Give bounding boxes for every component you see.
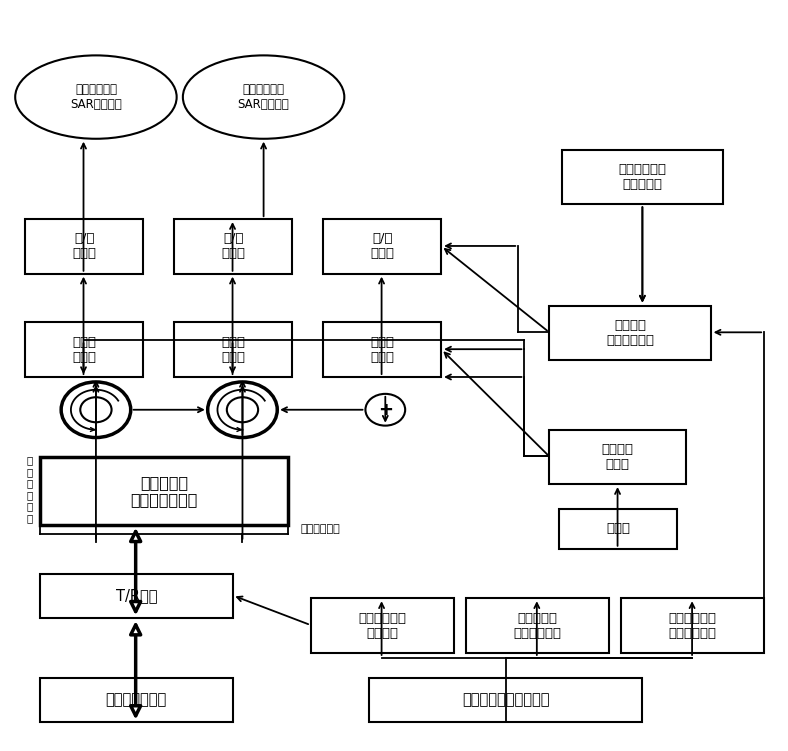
Bar [559,509,677,549]
Text: 子
后
天
线
孔
径: 子 后 天 线 孔 径 [27,455,33,523]
Bar [549,306,711,360]
Ellipse shape [15,56,177,139]
Bar [549,430,686,484]
Text: 脉内波束切换
发射调度方案: 脉内波束切换 发射调度方案 [669,611,717,640]
Circle shape [227,397,258,422]
Text: 方位波束扫描
调度方案: 方位波束扫描 调度方案 [359,611,406,640]
Text: T/R组件: T/R组件 [116,588,157,603]
Text: 线性调频信号
数字发生器: 线性调频信号 数字发生器 [619,163,667,191]
Text: 下变频
混频器: 下变频 混频器 [72,336,96,363]
Text: 上变频
混频器: 上变频 混频器 [370,336,394,363]
Text: 前天线子孔径: 前天线子孔径 [301,524,340,534]
Ellipse shape [183,56,344,139]
Text: 雷达资源调度电路系统: 雷达资源调度电路系统 [462,692,549,707]
Circle shape [80,397,112,422]
Bar [323,219,441,274]
Text: 相控阵天线阵元: 相控阵天线阵元 [106,692,167,707]
Bar [466,599,609,653]
Circle shape [208,382,277,438]
Bar [25,219,143,274]
Text: 数/模
转换器: 数/模 转换器 [370,233,394,261]
Text: 模/数
转换器: 模/数 转换器 [72,233,96,261]
Circle shape [366,394,405,426]
Text: 前天线子孔径
SAR原始数据: 前天线子孔径 SAR原始数据 [238,83,289,111]
Text: 定时器: 定时器 [606,523,630,535]
Text: 下变频
混频器: 下变频 混频器 [221,336,245,363]
Bar [174,322,292,377]
Text: +: + [377,401,392,419]
Bar [25,322,143,377]
Bar [310,599,454,653]
Bar [174,219,292,274]
Bar [621,599,764,653]
Circle shape [61,382,131,438]
Bar [323,322,441,377]
Text: 正交编码
线性调频信号: 正交编码 线性调频信号 [606,319,654,347]
Text: 宽带大斜视
双波束形成网络: 宽带大斜视 双波束形成网络 [131,475,198,508]
Bar [562,149,723,204]
Text: 后天线子孔径
SAR原始数据: 后天线子孔径 SAR原始数据 [70,83,122,111]
Text: 模/数
转换器: 模/数 转换器 [221,233,245,261]
Text: 同时双波束
接收调度方案: 同时双波束 接收调度方案 [514,611,561,640]
Text: 本振信号
发生器: 本振信号 发生器 [601,443,634,471]
Bar [40,457,288,525]
Bar [369,677,642,722]
Bar [40,677,232,722]
Bar [40,574,232,618]
